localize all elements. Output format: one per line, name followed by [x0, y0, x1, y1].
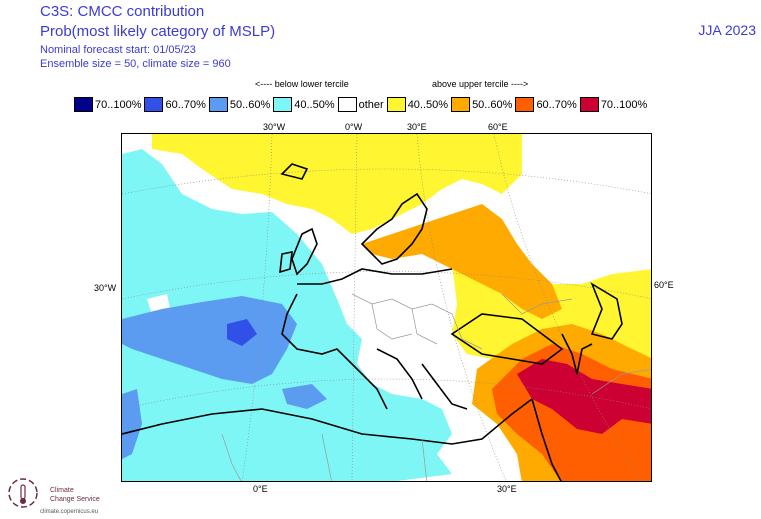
forecast-start: Nominal forecast start: 01/05/23 [40, 44, 196, 56]
legend-label: 50..60% [229, 98, 271, 111]
axis-top-0w: 0°W [345, 122, 363, 132]
region-above-50-60-north [362, 204, 562, 319]
region-below-50-60-south [282, 384, 327, 409]
region-below-50-60 [122, 296, 297, 384]
legend-item: 70..100% [74, 97, 144, 112]
legend-swatch [515, 97, 535, 112]
below-tercile-label: <---- below lower tercile [255, 79, 349, 89]
legend-label: 40..50% [407, 98, 449, 111]
season-label: JJA 2023 [698, 22, 756, 38]
legend-item: 50..60% [451, 97, 515, 112]
copernicus-logo: Climate Change Service [6, 476, 116, 516]
legend-label: other [358, 98, 384, 111]
axis-top-30e: 30°E [407, 122, 427, 132]
above-tercile-label: above upper tercile ----> [432, 79, 529, 89]
ensemble-size: Ensemble size = 50, climate size = 960 [40, 58, 231, 70]
region-below-60-70 [227, 319, 257, 346]
legend-swatch [451, 97, 471, 112]
axis-top-30w: 30°W [263, 122, 286, 132]
climate-logo-icon [8, 478, 38, 508]
legend-swatch [386, 97, 406, 112]
axis-top-60e: 60°E [488, 122, 508, 132]
axis-right-60e: 60°E [654, 280, 674, 290]
legend-label: 60..70% [165, 98, 206, 111]
region-above-40-50-north [152, 134, 522, 234]
map-canvas [122, 134, 651, 481]
logo-url: climate.copernicus.eu [40, 509, 99, 515]
logo-line-1: Climate [50, 487, 74, 494]
legend-swatch [273, 97, 293, 112]
legend-swatch [74, 97, 93, 112]
legend-item: 70..100% [579, 97, 650, 112]
country-borders [221, 293, 651, 481]
axis-left-30w: 30°W [94, 283, 117, 293]
forecast-map [121, 133, 652, 482]
legend-item: other [337, 97, 387, 112]
title-line-2: Prob(most likely category of MSLP) [40, 23, 276, 40]
region-above-70-100 [517, 359, 651, 434]
legend-item: 50..60% [208, 97, 273, 112]
graticule [122, 134, 651, 481]
legend-swatch [208, 97, 228, 112]
legend-swatch [144, 97, 164, 112]
legend-label: 70..100% [95, 98, 142, 111]
axis-bottom-0e: 0°E [253, 484, 268, 494]
legend-label: 60..70% [536, 98, 577, 111]
legend-item: 60..70% [144, 97, 208, 112]
title-line-1: C3S: CMCC contribution [40, 3, 205, 20]
logo-line-2: Change Service [50, 496, 100, 503]
legend-label: 50..60% [472, 98, 513, 111]
legend-item: 40..50% [386, 97, 451, 112]
legend-swatch [337, 97, 357, 112]
legend-label: 70..100% [600, 98, 648, 111]
axis-bottom-30e: 30°E [497, 484, 517, 494]
legend-swatch [579, 97, 599, 112]
coastlines [122, 163, 623, 481]
legend-label: 40..50% [294, 98, 335, 111]
legend-item: 40..50% [273, 97, 337, 112]
region-below-50-60-sw [122, 389, 142, 459]
legend-item: 60..70% [515, 97, 579, 112]
legend: 70..100% 60..70% 50..60% 40..50% other 40..50… [74, 97, 650, 112]
